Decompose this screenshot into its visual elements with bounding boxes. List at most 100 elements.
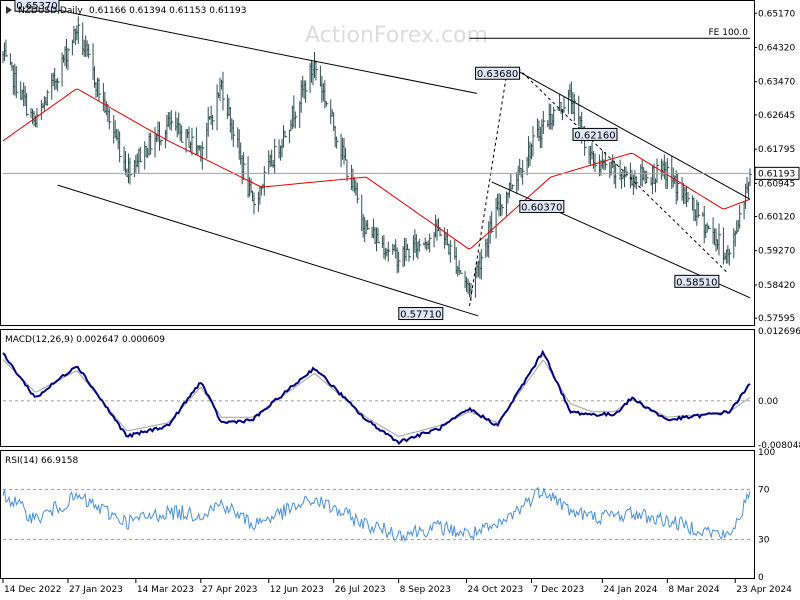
price-bar	[98, 78, 101, 102]
price-bar	[15, 66, 19, 99]
price-bar	[212, 114, 215, 130]
price-bar	[284, 130, 287, 138]
price-bar	[160, 139, 163, 146]
macd-tick-label: 0.00	[758, 397, 778, 407]
price-bar	[243, 152, 246, 181]
date-tick-label: 14 Mar 2023	[137, 585, 194, 595]
price-bar	[687, 191, 690, 203]
date-tick-label: 8 Sep 2023	[400, 585, 451, 595]
price-bar	[563, 96, 566, 113]
trend-lines	[57, 9, 751, 317]
trend-line	[57, 9, 477, 94]
macd-axis: 0.012696 0.00 -0.008048	[758, 327, 800, 451]
date-tick-label: 8 Mar 2024	[668, 585, 720, 595]
price-bar	[635, 176, 639, 190]
price-bar	[739, 204, 742, 229]
date-tick-label: 7 Dec 2023	[533, 585, 585, 595]
price-bar	[325, 101, 329, 107]
price-bar	[346, 159, 349, 181]
level-annotation-label: 0.58510	[676, 277, 717, 288]
rsi-panel	[0, 450, 755, 579]
price-bar	[108, 108, 112, 130]
moving-average-line	[2, 88, 751, 250]
price-bar	[191, 127, 194, 156]
price-bars	[2, 16, 752, 302]
price-bar	[150, 132, 153, 155]
date-tick-label: 27 Jan 2023	[69, 585, 123, 595]
price-axis: 0.65170 0.64320 0.63470 0.62645 0.61795 0.609…	[754, 9, 795, 324]
price-bar	[232, 119, 236, 147]
annotations: 0.65370 0.63680 0.62160 0.60370 0.58510 0.577…	[14, 0, 720, 321]
price-bar	[429, 233, 432, 253]
price-bar	[749, 168, 752, 186]
macd-header: MACD(12,26,9) 0.002647 0.000609	[5, 335, 165, 345]
level-annotation-label: 0.63680	[477, 69, 518, 80]
price-bar	[728, 248, 732, 266]
price-bar	[201, 141, 205, 170]
level-annotation-label: 0.57710	[400, 310, 441, 321]
rsi-axis: 100 70 30 0	[758, 448, 775, 583]
price-bar	[677, 172, 680, 201]
price-tick-label: 0.60120	[758, 213, 795, 223]
level-annotation: 0.63680	[475, 66, 521, 80]
trend-line	[469, 75, 507, 306]
price-bar	[501, 203, 504, 216]
price-bar	[625, 166, 628, 178]
rsi-tick-label: 0	[758, 573, 764, 583]
level-annotation: 0.58510	[674, 274, 720, 288]
price-bar	[542, 111, 546, 134]
rsi-tick-label: 70	[758, 486, 770, 496]
date-tick-label: 24 Oct 2023	[468, 585, 524, 595]
date-tick-label: 24 Jan 2024	[603, 585, 657, 595]
price-bar	[408, 248, 411, 262]
price-panel	[0, 0, 755, 326]
macd-line	[2, 349, 751, 445]
level-annotation-label: 0.62160	[574, 130, 615, 141]
price-bar	[594, 153, 597, 173]
price-bar	[315, 60, 318, 81]
price-bar	[222, 71, 225, 111]
price-bar	[656, 158, 659, 183]
level-annotation-label: 0.65370	[16, 1, 57, 12]
price-bar	[480, 249, 484, 280]
price-bar	[294, 111, 298, 129]
rsi-header: RSI(14) 66.9158	[5, 456, 78, 466]
price-bar	[511, 184, 515, 190]
price-tick-label: 0.65170	[758, 9, 795, 19]
price-header-arrow	[6, 6, 12, 14]
date-tick-label: 27 Apr 2023	[202, 585, 258, 595]
price-bar	[88, 44, 91, 59]
price-bar	[77, 16, 81, 44]
fe-100-label: FE 100.0	[709, 28, 749, 38]
price-header-ohlc: 0.61166 0.61394 0.61153 0.61193	[89, 6, 246, 16]
rsi-line	[2, 486, 751, 543]
date-tick-label: 14 Dec 2022	[4, 585, 62, 595]
macd-tick-label: -0.008048	[758, 441, 800, 451]
date-tick-label: 12 Jun 2023	[270, 585, 324, 595]
price-bar	[573, 94, 577, 122]
price-header-symbol: NZDUSD,Daily	[18, 6, 83, 16]
price-bar	[263, 166, 267, 196]
price-bar	[615, 163, 618, 189]
current-price-marker: 0.61193	[754, 166, 800, 180]
level-annotation: 0.65370	[14, 0, 60, 12]
price-bar	[532, 126, 535, 157]
price-tick-label: 0.60945	[758, 179, 795, 189]
price-bar	[5, 39, 8, 57]
macd-panel	[0, 329, 755, 447]
price-bar	[26, 93, 29, 117]
price-bar	[274, 138, 277, 175]
price-bar	[522, 159, 525, 185]
price-bar	[449, 240, 453, 263]
price-bar	[418, 238, 422, 252]
price-bar	[697, 201, 701, 218]
price-bar	[377, 227, 380, 244]
price-tick-label: 0.58420	[758, 281, 795, 291]
price-bar	[336, 136, 339, 149]
price-bar	[46, 89, 50, 106]
rsi-tick-label: 30	[758, 536, 770, 546]
current-price-label: 0.61193	[758, 169, 795, 179]
price-bar	[139, 146, 143, 163]
price-bar	[305, 80, 308, 103]
price-bar	[57, 77, 60, 92]
